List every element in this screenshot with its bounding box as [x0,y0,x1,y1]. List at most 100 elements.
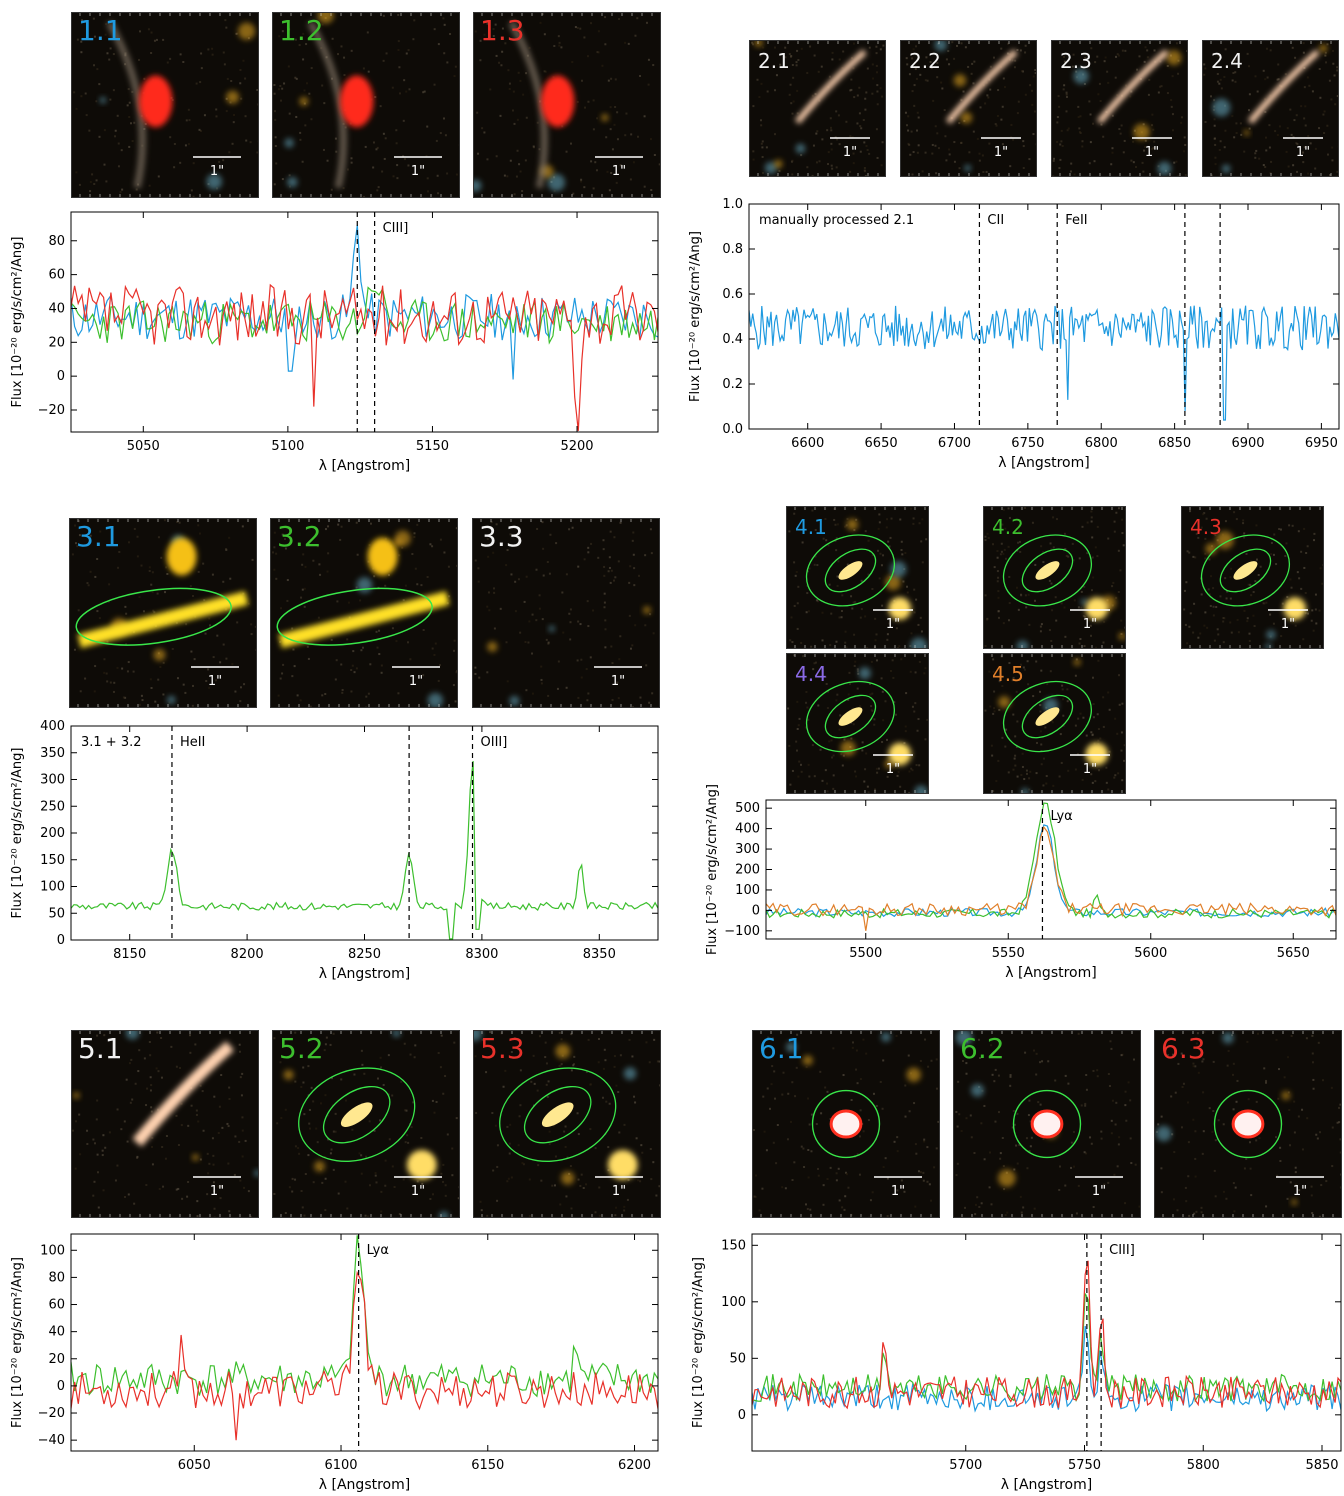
field-source [998,696,1011,709]
field-source [1157,161,1172,176]
y-axis-label: Flux [10⁻²⁰ erg/s/cm²/Ang] [10,1257,25,1428]
scale-bar-label: 1" [1293,1184,1307,1199]
scale-bar-label: 1" [1296,145,1310,160]
y-axis-label: Flux [10⁻²⁰ erg/s/cm²/Ang] [688,231,703,402]
emission-contour [499,1067,617,1162]
field-source [971,1083,984,1097]
field-source [474,179,482,192]
emission-contour [805,534,896,607]
y-tick-label: 100 [40,880,65,895]
field-source [774,159,783,169]
x-axis-label: λ [Angstrom] [319,1477,410,1493]
field-source [623,1067,637,1080]
scale-bar-label: 1" [994,145,1008,160]
field-source [1118,632,1125,640]
scale-bar-label: 1" [409,674,423,689]
field-source [72,1091,80,1099]
field-source [914,785,928,793]
emission-contour [75,587,232,646]
lensed-image [540,75,575,128]
y-tick-label: 0.4 [722,332,743,347]
field-source [1281,1091,1291,1100]
y-tick-label: 0.8 [722,242,743,257]
field-source [125,1031,140,1040]
y-tick-label: 300 [40,773,65,788]
y-tick-label: 50 [48,906,65,921]
stamp-label: 2.3 [1060,49,1092,73]
y-tick-label: 0.2 [722,377,743,392]
emission-contour [805,680,896,753]
scale-bar-label: 1" [411,1184,425,1199]
scale-bar-label: 1" [886,617,900,632]
y-tick-label: 0 [57,1379,65,1394]
stamp-label: 2.4 [1211,49,1243,73]
stamp-6-2: 1" 6.2 [953,1030,1141,1218]
stamp-label: 5.1 [78,1032,123,1065]
field-source [840,740,856,756]
x-axis-label: λ [Angstrom] [319,458,410,474]
stamp-6-1: 1" 6.1 [752,1030,940,1218]
field-source [846,518,859,531]
field-source [192,1153,199,1161]
field-source [238,22,256,40]
plot-annotation: manually processed 2.1 [759,213,914,228]
spectrum-series-blue [752,1325,1341,1413]
field-source [1020,788,1030,793]
stamp-image: 1" [474,1031,660,1217]
field-source [226,90,240,104]
plot-frame [70,725,659,941]
plot-frame [70,1233,659,1452]
x-tick-label: 6150 [471,1458,504,1473]
stamp-label: 1.1 [78,14,123,47]
stamp-3-1: 1" 3.1 [69,518,257,708]
stamp-2-2: 1" 2.2 [900,40,1037,177]
lensed-image [1035,561,1060,580]
line-label: CII [987,213,1004,228]
field-source [1133,123,1150,141]
field-source [754,41,763,48]
lensed-image [138,75,173,128]
x-tick-label: 5050 [127,439,160,454]
stamp-image: 1" [984,654,1125,793]
field-source [1222,1032,1234,1044]
field-source [906,1067,921,1082]
lensed-arc [132,1041,235,1147]
stamp-label: 4.4 [795,662,827,686]
lensed-image [340,1102,373,1127]
stamp-image: 1" [787,654,928,793]
stamp-label: 3.1 [76,520,121,553]
field-source [858,667,871,680]
stamp-5-3: 1" 5.3 [473,1030,661,1218]
scale-bar-label: 1" [411,164,425,179]
field-source [1080,598,1088,606]
emission-contour [298,1067,416,1162]
y-tick-label: −20 [38,1406,65,1421]
field-source [548,625,555,632]
stamp-label: 1.2 [279,14,324,47]
stamp-image: 1" [904,41,1036,176]
line-label: OIII] [481,735,508,750]
field-source [1319,44,1328,53]
field-source [555,1043,571,1059]
emission-contour [811,1089,881,1159]
x-tick-label: 6050 [178,1458,211,1473]
y-tick-label: 150 [40,853,65,868]
field-source [1155,1125,1172,1142]
y-axis-label: Flux [10⁻²⁰ erg/s/cm²/Ang] [10,748,25,919]
field-source [284,138,294,148]
stamp-3-3: 1" 3.3 [472,518,660,708]
scale-bar-label: 1" [612,1184,626,1199]
stamp-label: 4.3 [1190,515,1222,539]
field-source [764,161,777,174]
y-tick-label: 0.0 [722,422,743,437]
lensed-arc [794,49,867,124]
stamp-5-1: 1" 5.1 [71,1030,259,1218]
y-tick-label: 400 [40,719,65,734]
y-tick-label: 80 [48,234,65,249]
x-tick-label: 6900 [1231,436,1264,451]
lensed-image [1035,707,1060,726]
field-source [795,143,806,154]
stamp-label: 5.3 [480,1032,525,1065]
x-tick-label: 6200 [618,1458,651,1473]
y-tick-label: 40 [48,1325,65,1340]
